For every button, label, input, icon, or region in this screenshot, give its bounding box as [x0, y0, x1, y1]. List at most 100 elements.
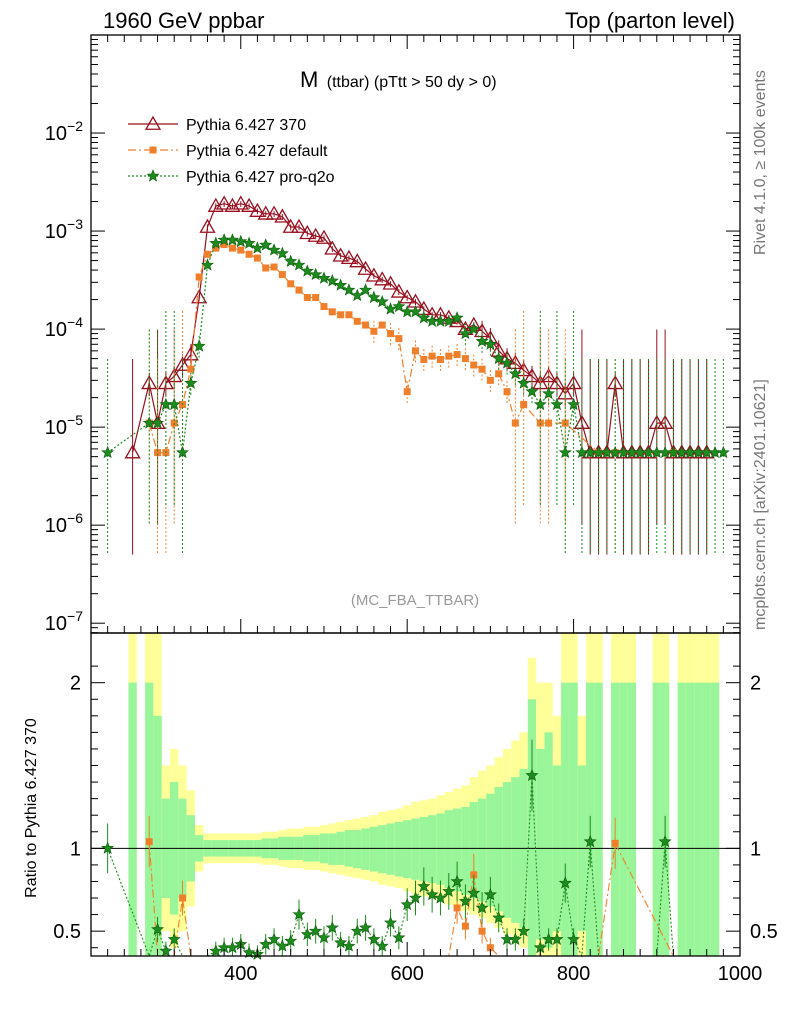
band-green: [394, 821, 404, 877]
marker-square: [470, 361, 478, 369]
marker-star: [259, 238, 273, 251]
marker-square: [461, 355, 469, 363]
marker-star: [342, 283, 356, 296]
ratio-tick-label: 0.5: [53, 921, 81, 943]
marker-triangle: [257, 205, 274, 220]
marker-star: [442, 314, 456, 327]
marker-star: [242, 236, 256, 249]
marker-star: [558, 876, 572, 889]
marker-star: [250, 241, 264, 254]
marker-star: [359, 920, 373, 934]
marker-star: [392, 930, 406, 944]
series-line: [148, 243, 674, 454]
band-green: [469, 801, 478, 899]
marker-square: [453, 351, 461, 359]
band-green: [652, 682, 661, 956]
marker-star: [525, 768, 539, 781]
ratio-tick-label: 1: [70, 838, 81, 860]
marker-square: [220, 240, 228, 248]
marker-square: [320, 303, 328, 311]
ratio-plot-layer: [91, 633, 740, 960]
marker-star: [275, 939, 289, 952]
marker-star: [101, 445, 115, 459]
marker-star: [350, 924, 364, 937]
chart-title-main: M: [300, 67, 318, 92]
marker-square: [353, 317, 361, 325]
marker-triangle: [390, 283, 407, 298]
marker-star: [167, 397, 181, 411]
marker-star: [167, 932, 181, 945]
marker-triangle: [274, 208, 291, 223]
marker-triangle: [174, 356, 191, 371]
marker-triangle: [382, 275, 399, 290]
marker-square: [295, 286, 303, 294]
marker-star: [151, 922, 165, 936]
marker-triangle: [124, 444, 141, 459]
marker-square: [187, 365, 195, 373]
marker-square: [303, 294, 311, 302]
marker-star: [309, 924, 323, 937]
ratio-tick-label-right: 1: [750, 838, 761, 860]
marker-star: [458, 326, 472, 340]
ratio-frame: [90, 632, 741, 957]
marker-square: [387, 330, 395, 338]
marker-star: [325, 920, 339, 934]
band-green: [369, 826, 379, 872]
legend-entry-0: Pythia 6.427 370: [128, 115, 306, 134]
marker-star: [450, 311, 464, 324]
marker-star: [225, 233, 239, 246]
band-green: [561, 682, 570, 956]
marker-square: [362, 321, 370, 329]
marker-star: [550, 397, 564, 411]
band-green: [486, 793, 495, 907]
marker-square: [195, 273, 203, 281]
band-green: [128, 682, 137, 956]
legend-entry-1: Pythia 6.427 default: [128, 143, 328, 160]
band-green: [594, 682, 603, 956]
marker-star: [367, 932, 381, 945]
marker-star: [225, 940, 239, 954]
band-green: [569, 682, 578, 956]
marker-star: [317, 271, 331, 284]
marker-triangle: [399, 289, 416, 304]
marker-square: [453, 904, 461, 912]
ratio-ylabel: Ratio to Pythia 6.427 370: [23, 718, 40, 898]
series-2: [101, 233, 730, 555]
legend-entry-2: Pythia 6.427 pro-q2o: [128, 169, 335, 186]
marker-square: [470, 871, 478, 879]
rivet-label: Rivet 4.1.0, ≥ 100k events: [752, 70, 769, 255]
marker-star: [325, 274, 339, 287]
marker-square: [495, 370, 503, 378]
marker-star: [242, 945, 256, 959]
marker-square: [312, 294, 320, 302]
marker-star: [409, 304, 422, 318]
marker-star: [342, 939, 356, 952]
band-green: [527, 699, 537, 956]
marker-star: [209, 944, 223, 957]
marker-square: [545, 419, 553, 427]
marker-triangle: [240, 197, 258, 212]
band-green: [411, 818, 420, 880]
marker-triangle: [290, 218, 308, 233]
y-tick-label: 10−4: [45, 314, 83, 341]
x-tick-label: 600: [390, 963, 423, 985]
marker-triangle: [144, 115, 162, 130]
marker-triangle: [332, 247, 349, 262]
marker-star: [517, 924, 531, 937]
marker-star: [716, 445, 730, 459]
marker-star: [658, 834, 672, 848]
marker-triangle: [374, 271, 391, 286]
marker-star: [292, 907, 306, 921]
x-tick-label: 400: [224, 963, 257, 985]
marker-square: [486, 376, 494, 384]
marker-star: [467, 886, 481, 899]
marker-square: [203, 250, 211, 258]
marker-star: [475, 901, 489, 914]
marker-star: [525, 384, 539, 398]
marker-star: [400, 897, 414, 911]
marker-star: [409, 891, 422, 904]
y-tick-label: 10−7: [45, 608, 83, 635]
marker-star: [275, 246, 289, 260]
marker-square: [145, 838, 153, 846]
